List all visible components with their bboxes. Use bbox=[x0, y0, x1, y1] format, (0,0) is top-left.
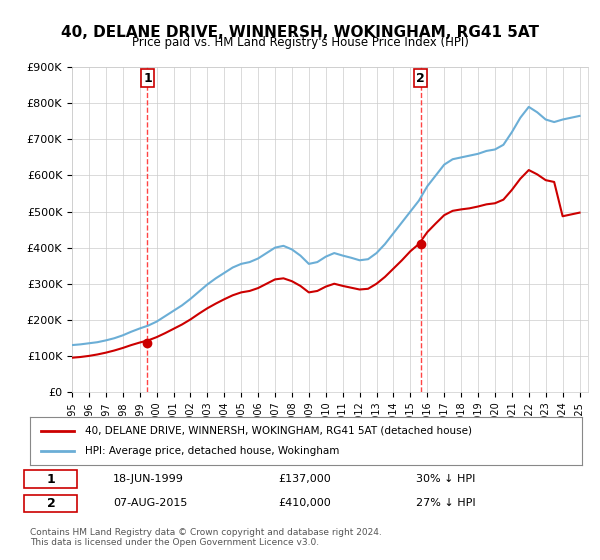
Text: 1: 1 bbox=[47, 473, 55, 486]
Text: 2: 2 bbox=[47, 497, 55, 510]
FancyBboxPatch shape bbox=[25, 470, 77, 488]
Text: £410,000: £410,000 bbox=[278, 498, 331, 508]
FancyBboxPatch shape bbox=[25, 494, 77, 512]
Text: Contains HM Land Registry data © Crown copyright and database right 2024.
This d: Contains HM Land Registry data © Crown c… bbox=[30, 528, 382, 547]
Text: Price paid vs. HM Land Registry's House Price Index (HPI): Price paid vs. HM Land Registry's House … bbox=[131, 36, 469, 49]
Text: HPI: Average price, detached house, Wokingham: HPI: Average price, detached house, Woki… bbox=[85, 446, 340, 456]
Text: 30% ↓ HPI: 30% ↓ HPI bbox=[416, 474, 476, 484]
Text: £137,000: £137,000 bbox=[278, 474, 331, 484]
Text: 40, DELANE DRIVE, WINNERSH, WOKINGHAM, RG41 5AT (detached house): 40, DELANE DRIVE, WINNERSH, WOKINGHAM, R… bbox=[85, 426, 472, 436]
Text: 40, DELANE DRIVE, WINNERSH, WOKINGHAM, RG41 5AT: 40, DELANE DRIVE, WINNERSH, WOKINGHAM, R… bbox=[61, 25, 539, 40]
Text: 07-AUG-2015: 07-AUG-2015 bbox=[113, 498, 187, 508]
Text: 27% ↓ HPI: 27% ↓ HPI bbox=[416, 498, 476, 508]
Text: 1: 1 bbox=[143, 72, 152, 85]
Text: 2: 2 bbox=[416, 72, 425, 85]
Text: 18-JUN-1999: 18-JUN-1999 bbox=[113, 474, 184, 484]
